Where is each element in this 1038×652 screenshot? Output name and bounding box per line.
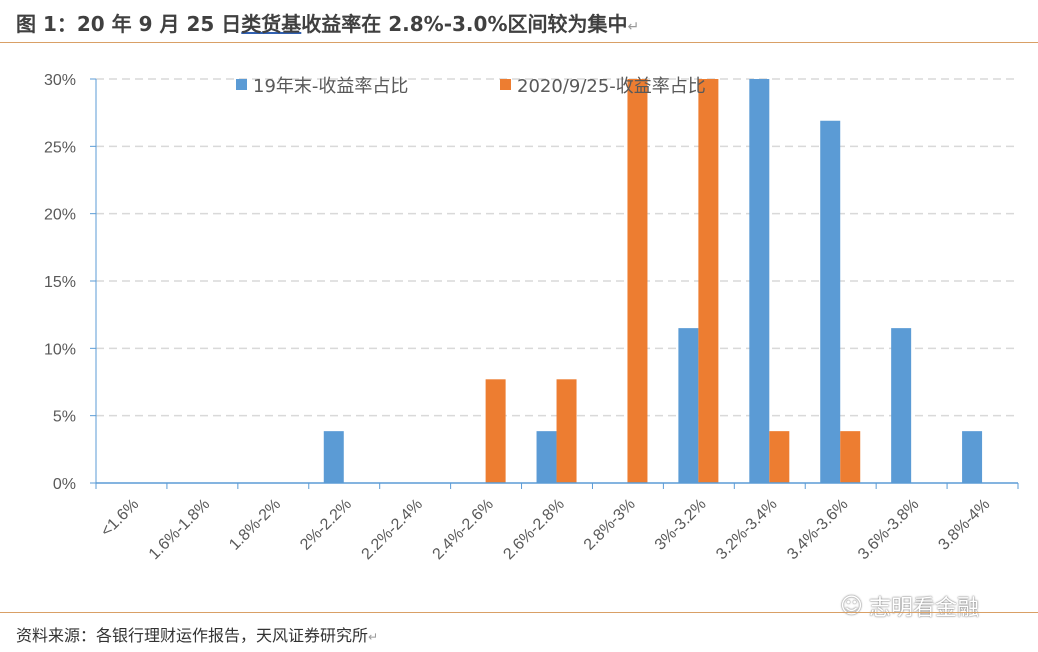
x-tick-label: 2.6%-2.8% <box>500 496 567 563</box>
y-tick-label: 15% <box>44 274 76 291</box>
x-tick-label: 3.4%-3.6% <box>784 496 851 563</box>
bar-2019 <box>536 431 557 483</box>
x-tick-label: 2.2%-2.4% <box>359 496 426 563</box>
legend-swatch <box>500 79 511 90</box>
x-tick-label: 2.8%-3% <box>581 496 639 554</box>
bar-2019 <box>820 120 841 483</box>
return-mark-icon: ↵ <box>368 630 379 644</box>
y-tick-label: 10% <box>44 341 76 358</box>
watermark-text: 志明看金融 <box>868 596 979 621</box>
bar-2020 <box>698 79 719 483</box>
figure-title: 图 1：20 年 9 月 25 日类货基收益率在 2.8%-3.0%区间较为集中… <box>16 8 639 37</box>
bar-2019 <box>749 79 770 483</box>
legend-label: 19年末-收益率占比 <box>253 76 408 97</box>
x-tick-label: 3%-3.2% <box>652 496 710 554</box>
bar-2020 <box>485 379 506 483</box>
bar-2019 <box>678 328 699 483</box>
y-tick-label: 25% <box>44 139 76 156</box>
source-note: 资料来源：各银行理财运作报告，天风证券研究所↵ <box>16 622 378 646</box>
x-tick-label: 3.8%-4% <box>935 496 993 554</box>
x-tick-label: 3.2%-3.4% <box>713 496 780 563</box>
x-tick-label: <1.6% <box>98 496 142 540</box>
title-underlined: 类货基 <box>241 12 302 36</box>
legend-label: 2020/9/25-收益率占比 <box>517 76 706 97</box>
bar-2020 <box>840 431 861 483</box>
x-tick-label: 2%-2.2% <box>297 496 355 554</box>
x-tick-label: 2.4%-2.6% <box>430 496 497 563</box>
title-prefix: 图 1：20 年 9 月 25 日 <box>16 12 242 36</box>
top-rule <box>0 42 1038 43</box>
wechat-icon: ☺ <box>840 593 863 619</box>
title-suffix: 收益率在 2.8%-3.0%区间较为集中 <box>301 12 628 36</box>
bottom-rule <box>0 612 1038 613</box>
y-tick-label: 30% <box>44 72 76 89</box>
source-text: 资料来源：各银行理财运作报告，天风证券研究所 <box>16 626 369 645</box>
bar-2020 <box>769 431 790 483</box>
bar-2019 <box>891 328 912 483</box>
y-tick-label: 0% <box>53 476 76 493</box>
return-mark-icon: ↵ <box>627 19 640 35</box>
watermark: ☺ 志明看金融 <box>840 590 979 622</box>
bar-2019 <box>323 431 344 483</box>
y-tick-label: 20% <box>44 207 76 224</box>
y-tick-label: 5% <box>53 409 76 426</box>
bar-2019 <box>962 431 983 483</box>
legend-swatch <box>236 79 247 90</box>
bar-2020 <box>627 79 648 483</box>
bar-2020 <box>556 379 577 483</box>
x-tick-label: 1.6%-1.8% <box>146 496 213 563</box>
x-tick-label: 1.8%-2% <box>226 496 284 554</box>
x-tick-label: 3.6%-3.8% <box>855 496 922 563</box>
